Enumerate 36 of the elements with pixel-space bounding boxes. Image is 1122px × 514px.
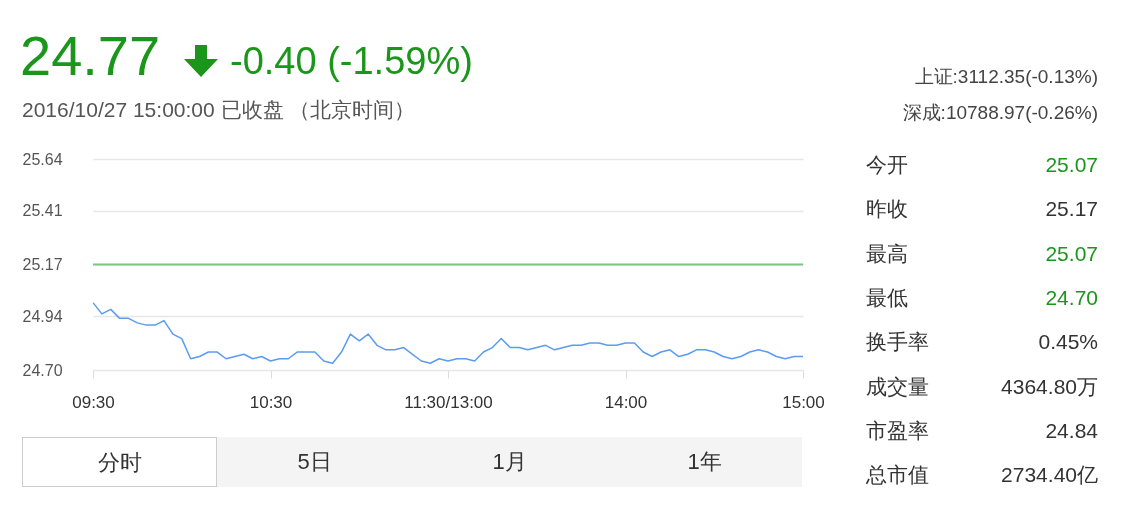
text: 昨收 — [866, 196, 908, 223]
y-tick-label: 24.94 — [22, 307, 63, 325]
text: 0.45% — [1038, 329, 1098, 356]
text: 市盈率 — [866, 417, 929, 444]
y-tick-label: 25.41 — [22, 202, 63, 220]
text: 25.17 — [1045, 196, 1098, 223]
x-tick-label: 10:30 — [249, 392, 293, 412]
text: 24.84 — [1045, 417, 1098, 444]
text: 5日 — [217, 437, 412, 487]
chart-subtitle: 2016/10/27 15:00:00 已收盘 （北京时间） — [22, 97, 416, 123]
x-tick-label: 09:30 — [72, 392, 115, 412]
line-series — [93, 301, 803, 365]
text: 25.07 — [1045, 240, 1098, 267]
text: 换手率 — [866, 329, 929, 356]
text: 2734.40亿 — [1001, 462, 1098, 489]
text: 1月 — [412, 437, 607, 487]
text: 成交量 — [866, 373, 929, 400]
text: -0.40 (-1.59%) — [230, 39, 473, 84]
x-tick-label: 15:00 — [782, 392, 825, 412]
y-tick-label: 24.70 — [22, 361, 63, 379]
text: 4364.80万 — [1001, 373, 1098, 400]
text: 今开 — [866, 152, 908, 178]
x-tick-label: 14:00 — [604, 392, 648, 412]
text: 深成:10788.97(-0.26%) — [902, 101, 1098, 125]
text: 分时 — [22, 437, 217, 487]
text: 1年 — [607, 437, 802, 487]
chart-title: 24.77 — [20, 24, 161, 88]
y-tick-label: 25.64 — [22, 150, 63, 168]
text: 25.07 — [1045, 152, 1098, 178]
text: 上证:3112.35(-0.13%) — [914, 65, 1098, 89]
text: 最低 — [866, 284, 908, 311]
text: 总市值 — [866, 462, 929, 489]
text: 24.70 — [1045, 284, 1098, 311]
x-tick-label: 11:30/13:00 — [404, 392, 493, 412]
text: 最高 — [866, 240, 908, 267]
y-tick-label: 25.17 — [22, 256, 63, 273]
